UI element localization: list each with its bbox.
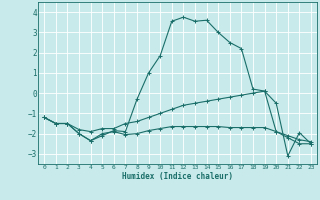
X-axis label: Humidex (Indice chaleur): Humidex (Indice chaleur) <box>122 172 233 181</box>
